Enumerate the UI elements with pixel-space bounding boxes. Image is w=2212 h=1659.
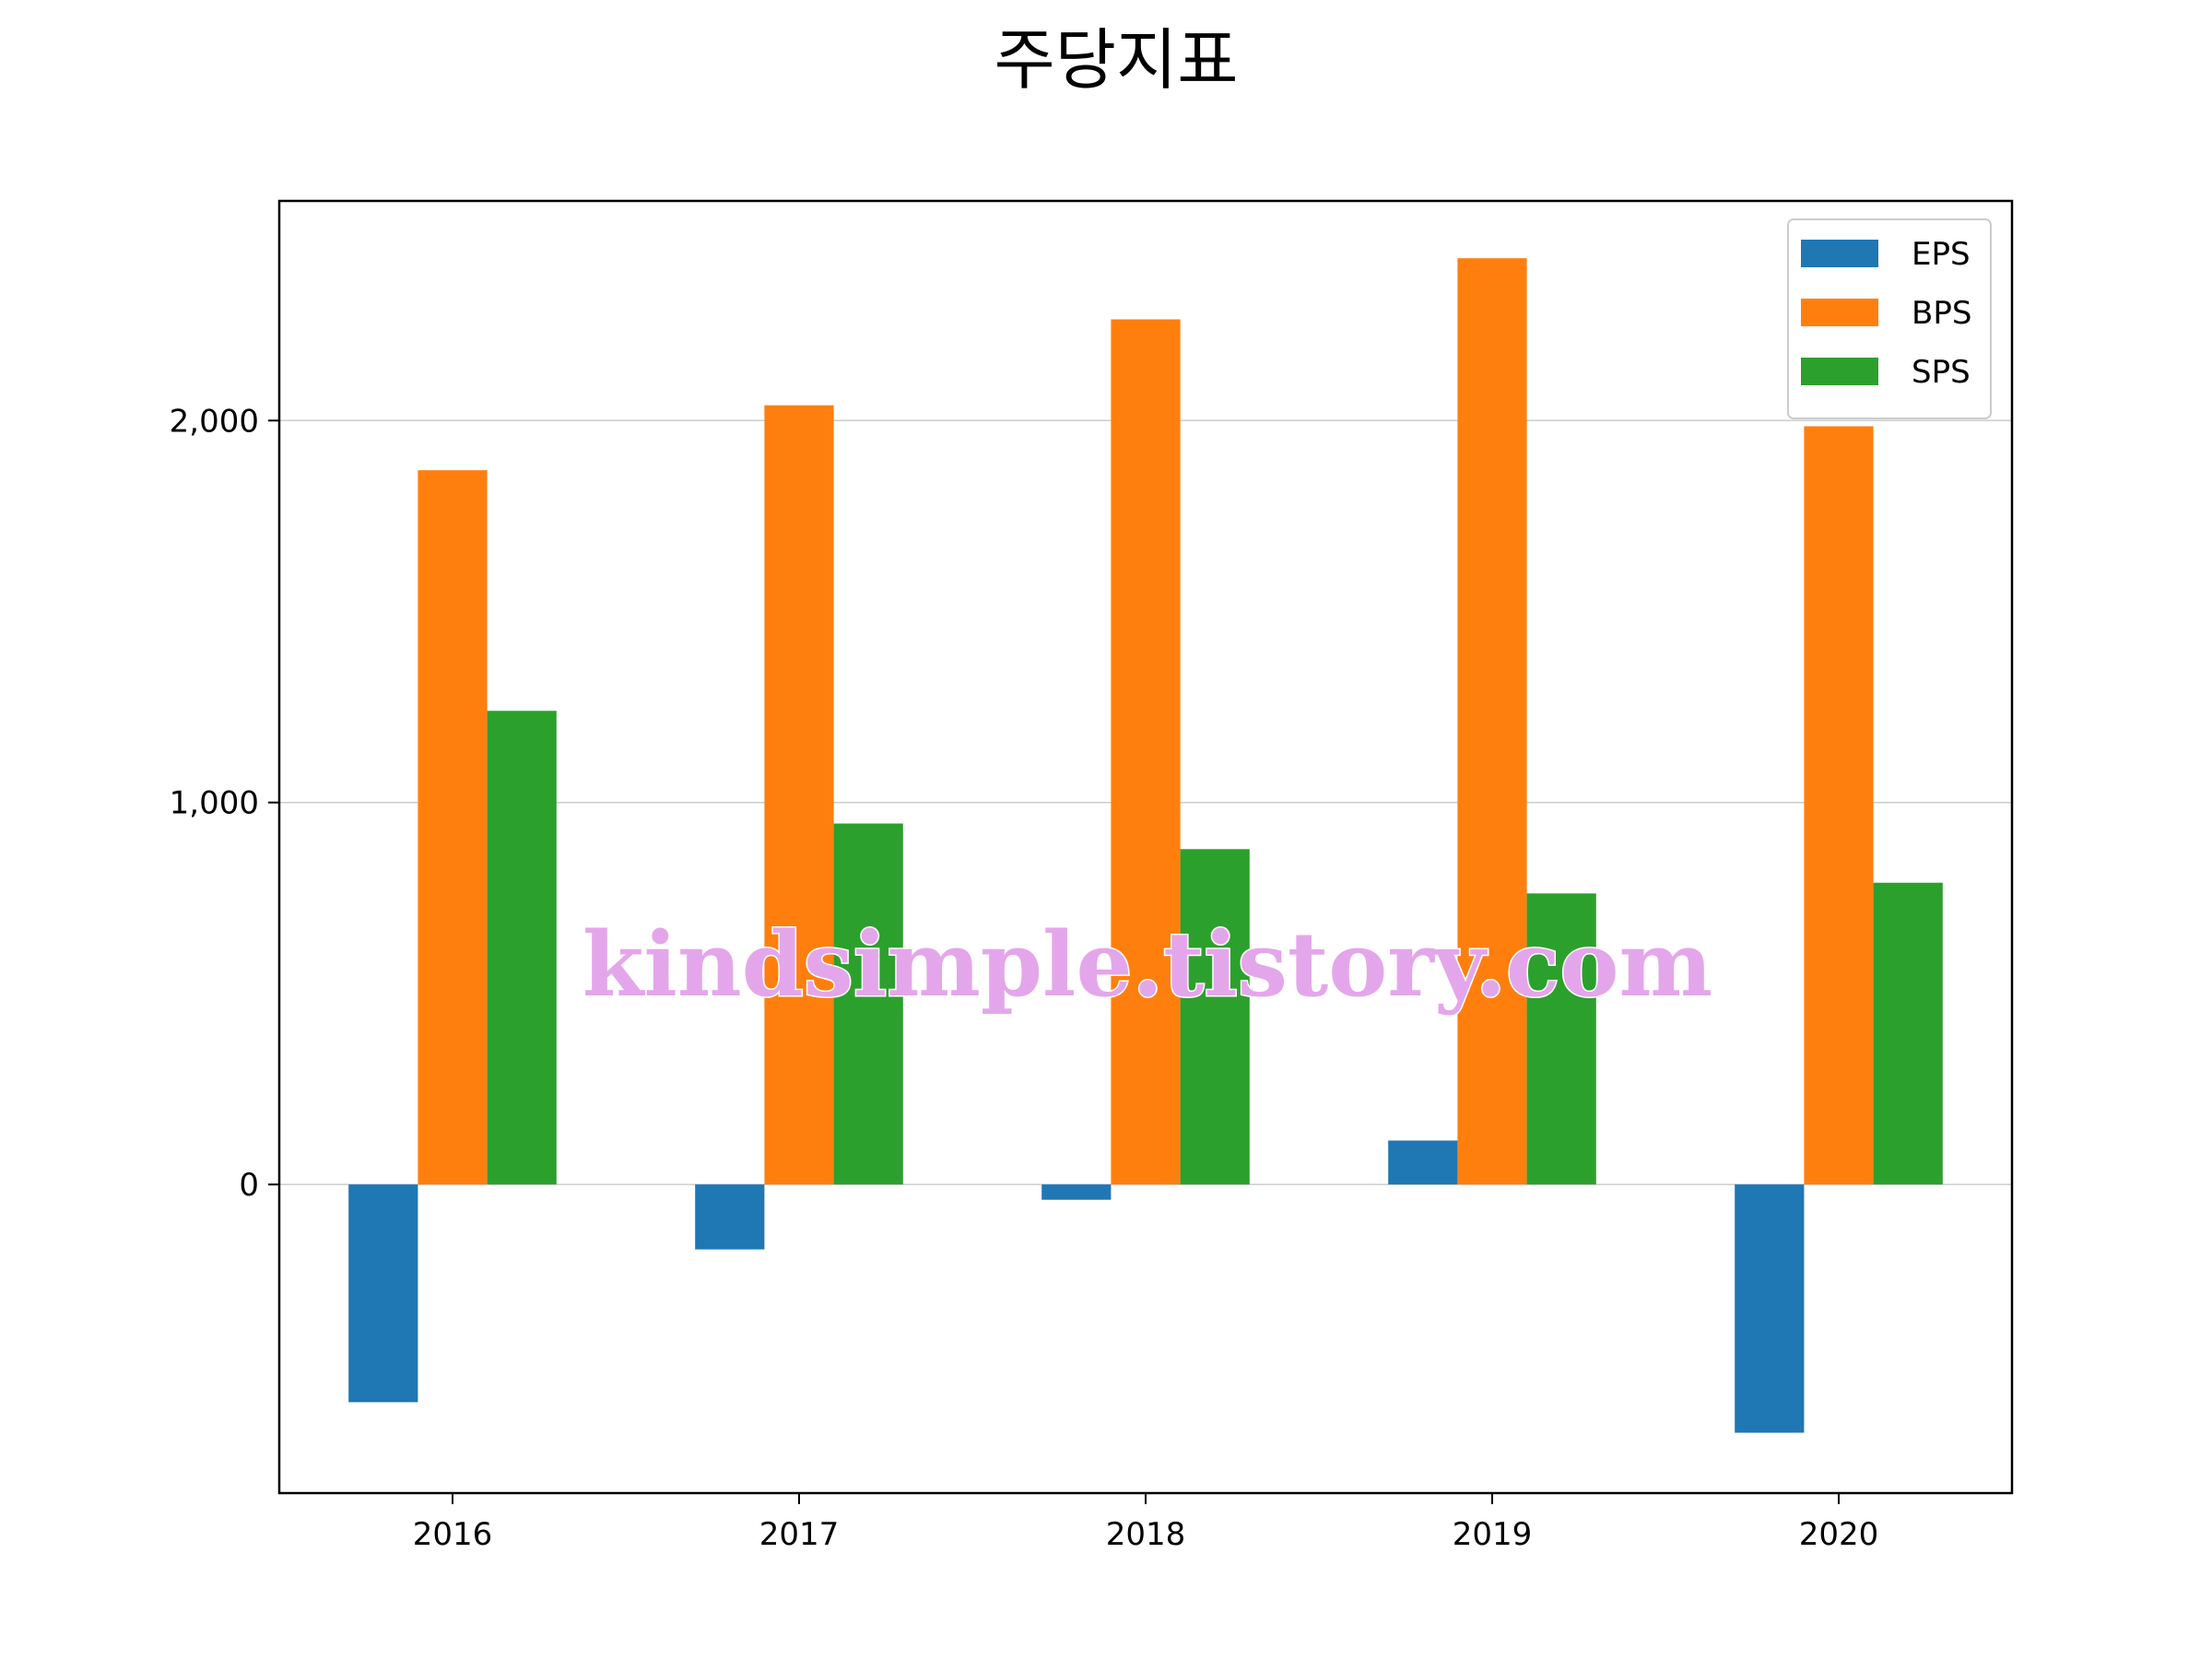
x-axis: 2016 2017 2018 2019 2020: [413, 1493, 1879, 1553]
x-tick-label: 2019: [1453, 1516, 1533, 1553]
bar-eps-2017: [695, 1184, 765, 1250]
x-tick-label: 2016: [413, 1516, 493, 1553]
y-tick-label: 1,000: [170, 785, 259, 822]
chart-title: 주당지표: [994, 21, 1239, 99]
y-tick-label: 0: [239, 1167, 259, 1204]
bar-bps-2020: [1804, 426, 1874, 1185]
bar-bps-2017: [764, 405, 834, 1185]
x-tick-label: 2020: [1799, 1516, 1879, 1553]
bar-bps-2016: [418, 470, 488, 1185]
legend-label-bps: BPS: [1912, 295, 1971, 332]
bars: [348, 258, 1943, 1433]
bar-eps-2019: [1388, 1140, 1458, 1185]
legend: EPS BPS SPS: [1787, 218, 1992, 419]
bar-eps-2018: [1041, 1184, 1112, 1200]
bar-eps-2016: [348, 1184, 418, 1403]
bar-bps-2018: [1111, 319, 1181, 1185]
bar-sps-2020: [1873, 882, 1943, 1185]
y-tick-label: 2,000: [170, 403, 259, 440]
watermark-text: kindsimple.tistory.com: [582, 912, 1712, 1017]
bar-sps-2019: [1526, 893, 1596, 1185]
bar-sps-2016: [487, 711, 557, 1185]
bar-bps-2019: [1457, 258, 1527, 1185]
bar-sps-2018: [1180, 849, 1250, 1185]
bar-sps-2017: [833, 823, 903, 1185]
bar-eps-2020: [1735, 1184, 1805, 1433]
x-tick-label: 2018: [1106, 1516, 1186, 1553]
legend-label-eps: EPS: [1912, 236, 1971, 273]
y-axis: 0 1,000 2,000: [170, 403, 279, 1204]
legend-swatch-sps: [1801, 358, 1878, 385]
legend-swatch-bps: [1801, 299, 1878, 326]
legend-label-sps: SPS: [1912, 354, 1971, 391]
x-tick-label: 2017: [759, 1516, 840, 1553]
legend-swatch-eps: [1801, 240, 1878, 267]
